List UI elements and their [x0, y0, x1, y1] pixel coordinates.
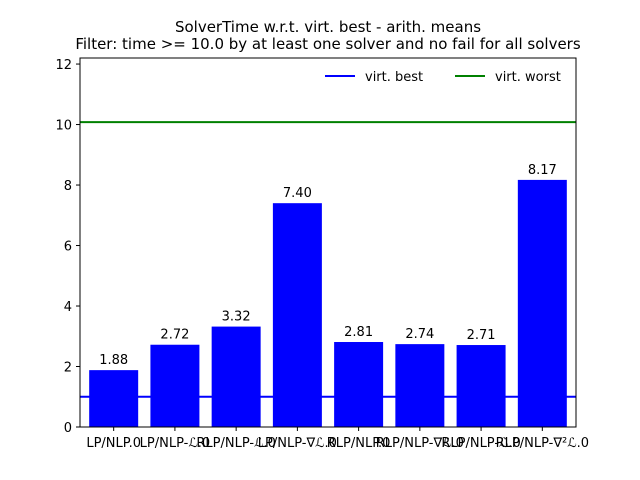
bar-2	[211, 326, 261, 427]
bar-5	[395, 344, 445, 427]
x-tick-label-0: LP/NLP.0	[86, 436, 141, 451]
x-tick-label-7: RLP/NLP-∇²ℒ.0	[496, 436, 589, 451]
bar-1	[150, 344, 200, 427]
y-tick-label-0: 0	[64, 421, 72, 436]
y-axis: 0 2 4 6 8 10 12	[55, 58, 80, 436]
x-tick-label-3: LP/NLP-∇ℒ.0	[258, 436, 337, 451]
y-tick-label-3: 6	[64, 240, 72, 255]
legend-label-1: virt. worst	[495, 70, 561, 85]
chart-title-line1: SolverTime w.r.t. virt. best - arith. me…	[175, 18, 481, 36]
y-tick-label-6: 12	[55, 58, 72, 73]
reference-lines-layer	[80, 121, 576, 398]
legend: virt. best virt. worst	[325, 70, 561, 85]
y-tick-label-2: 4	[64, 300, 72, 315]
plot-frame	[79, 57, 577, 428]
bars-layer: 1.88 2.72 3.32 7.40 2.81 2.74 2.71 8.17	[89, 163, 567, 427]
chart-title-line2: Filter: time >= 10.0 by at least one sol…	[75, 35, 581, 53]
bar-4	[334, 342, 384, 427]
y-tick-label-5: 10	[55, 119, 72, 134]
x-axis: LP/NLP.0LP/NLP-ℒ.0RLP/NLP-ℒ.0LP/NLP-∇ℒ.0…	[86, 427, 589, 451]
bar-value-label-0: 1.88	[99, 353, 128, 368]
bar-value-label-2: 3.32	[222, 310, 251, 325]
bar-6	[456, 345, 506, 427]
legend-label-0: virt. best	[365, 70, 423, 85]
bar-value-label-1: 2.72	[160, 328, 189, 343]
bar-7	[517, 179, 567, 427]
bar-value-label-5: 2.74	[405, 327, 434, 342]
y-tick-label-1: 2	[64, 361, 72, 376]
bar-value-label-3: 7.40	[283, 186, 312, 201]
x-tick-label-6: RLP/NLP-ℒ.0	[441, 436, 520, 451]
bar-3	[272, 203, 322, 427]
x-tick-label-2: RLP/NLP-ℒ.0	[196, 436, 275, 451]
bar-value-label-6: 2.71	[467, 328, 496, 343]
bar-0	[89, 370, 139, 427]
x-tick-label-4: RLP/NLP.0	[327, 436, 391, 451]
x-tick-label-5: RLP/NLP-∇ℒ.0	[376, 436, 464, 451]
x-tick-label-1: LP/NLP-ℒ.0	[140, 436, 210, 451]
bar-value-label-7: 8.17	[528, 163, 557, 178]
bar-value-label-4: 2.81	[344, 325, 373, 340]
y-tick-label-4: 8	[64, 179, 72, 194]
